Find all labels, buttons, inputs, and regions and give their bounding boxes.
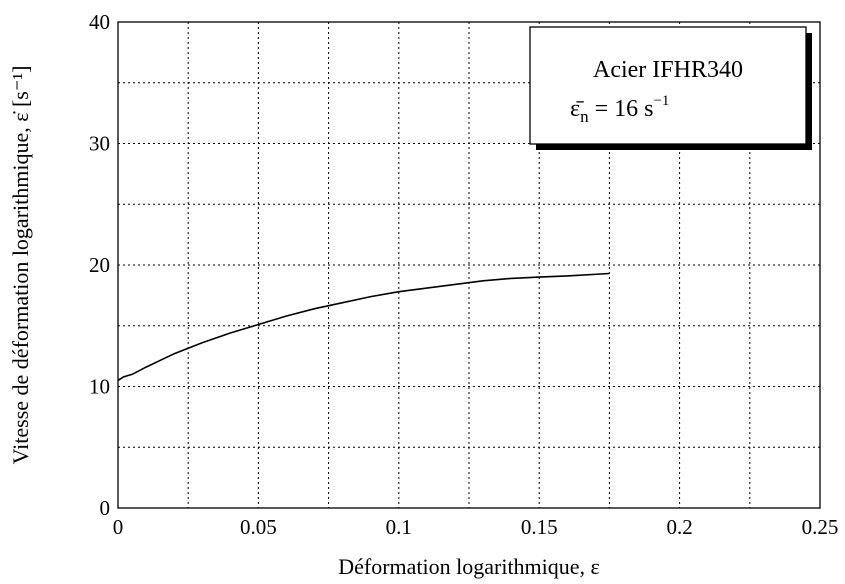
x-tick-label: 0.25 bbox=[802, 515, 839, 539]
legend-value: = 16 s bbox=[595, 96, 654, 122]
legend-box bbox=[529, 26, 807, 145]
y-tick-label: 0 bbox=[100, 496, 111, 520]
legend-subscript: n bbox=[580, 107, 589, 126]
x-tick-label: 0 bbox=[113, 515, 124, 539]
y-axis-title: Vitesse de déformation logarithmique, ε̇… bbox=[8, 66, 33, 465]
y-tick-label: 40 bbox=[89, 10, 110, 34]
legend-line1: Acier IFHR340 bbox=[593, 57, 743, 83]
x-axis-title: Déformation logarithmique, ε bbox=[338, 554, 600, 579]
y-tick-labels: 0 10 20 30 40 bbox=[89, 10, 110, 520]
legend: Acier IFHR340 ε̄n = 16 s−1 bbox=[529, 26, 812, 150]
y-tick-label: 30 bbox=[89, 132, 110, 156]
legend-exponent: −1 bbox=[653, 93, 669, 109]
x-tick-labels: 0 0.05 0.1 0.15 0.2 0.25 bbox=[113, 515, 839, 539]
y-tick-label: 20 bbox=[89, 253, 110, 277]
x-tick-label: 0.2 bbox=[666, 515, 692, 539]
series-line bbox=[117, 272, 610, 382]
x-tick-label: 0.1 bbox=[386, 515, 412, 539]
x-tick-label: 0.15 bbox=[521, 515, 558, 539]
x-tick-label: 0.05 bbox=[240, 515, 277, 539]
plot-frame bbox=[117, 21, 821, 509]
y-tick-label: 10 bbox=[89, 375, 110, 399]
